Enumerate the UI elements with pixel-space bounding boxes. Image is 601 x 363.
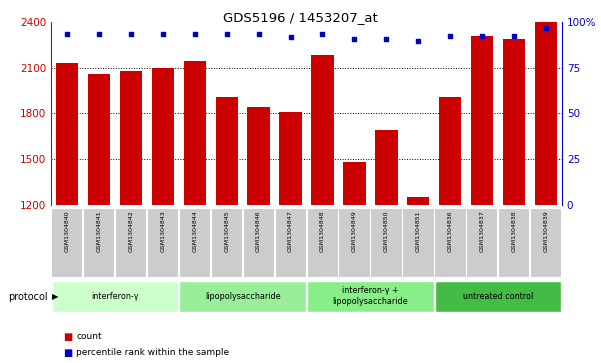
Point: [318, 31, 328, 37]
Text: ▶: ▶: [52, 292, 59, 301]
Point: [94, 31, 104, 37]
Text: ■: ■: [63, 348, 72, 358]
Bar: [151, 68, 174, 205]
Point: [445, 33, 455, 39]
Point: [126, 31, 136, 37]
Bar: [279, 112, 302, 205]
Bar: [338, 208, 370, 277]
Bar: [503, 38, 525, 205]
Bar: [402, 208, 433, 277]
Bar: [535, 22, 557, 205]
Text: GSM1304840: GSM1304840: [64, 211, 70, 252]
Point: [158, 31, 168, 37]
Bar: [183, 61, 206, 205]
Text: percentile rank within the sample: percentile rank within the sample: [76, 348, 230, 357]
Text: GSM1304836: GSM1304836: [448, 211, 453, 252]
Bar: [56, 63, 78, 205]
Point: [509, 33, 519, 39]
Text: GSM1304850: GSM1304850: [384, 211, 389, 252]
Bar: [120, 72, 142, 205]
Bar: [435, 281, 561, 312]
Bar: [243, 208, 274, 277]
Bar: [147, 208, 178, 277]
Text: GSM1304837: GSM1304837: [480, 211, 484, 252]
Bar: [275, 208, 306, 277]
Text: GSM1304839: GSM1304839: [543, 211, 549, 252]
Bar: [370, 208, 401, 277]
Point: [350, 36, 359, 42]
Point: [254, 31, 263, 37]
Text: lipopolysaccharide: lipopolysaccharide: [205, 291, 281, 301]
Bar: [375, 130, 397, 205]
Text: GSM1304849: GSM1304849: [352, 211, 357, 252]
Text: ■: ■: [63, 331, 72, 342]
Bar: [498, 208, 529, 277]
Bar: [471, 36, 493, 205]
Point: [382, 36, 391, 42]
Text: GSM1304846: GSM1304846: [256, 211, 261, 252]
Point: [477, 33, 487, 39]
Text: GSM1304845: GSM1304845: [224, 211, 229, 252]
Text: GSM1304842: GSM1304842: [129, 211, 133, 252]
Text: GSM1304844: GSM1304844: [192, 211, 197, 252]
Bar: [439, 97, 462, 205]
Text: GSM1304848: GSM1304848: [320, 211, 325, 252]
Text: interferon-γ +
lipopolysaccharide: interferon-γ + lipopolysaccharide: [332, 286, 408, 306]
Bar: [211, 208, 242, 277]
Bar: [307, 208, 338, 277]
Point: [190, 31, 200, 37]
Bar: [52, 281, 178, 312]
Bar: [51, 208, 82, 277]
Bar: [466, 208, 498, 277]
Bar: [248, 107, 270, 205]
Text: GSM1304843: GSM1304843: [160, 211, 165, 252]
Bar: [83, 208, 114, 277]
Bar: [115, 208, 146, 277]
Text: untreated control: untreated control: [463, 291, 533, 301]
Text: protocol: protocol: [8, 292, 48, 302]
Point: [285, 34, 295, 40]
Bar: [530, 208, 561, 277]
Bar: [180, 281, 306, 312]
Bar: [179, 208, 210, 277]
Bar: [407, 197, 430, 205]
Point: [63, 31, 72, 37]
Point: [413, 38, 423, 44]
Point: [222, 31, 231, 37]
Bar: [311, 54, 334, 205]
Bar: [216, 97, 238, 205]
Bar: [88, 74, 110, 205]
Text: GSM1304841: GSM1304841: [97, 211, 102, 252]
Bar: [343, 162, 365, 205]
Point: [541, 25, 551, 31]
Bar: [434, 208, 466, 277]
Text: GSM1304851: GSM1304851: [416, 211, 421, 252]
Text: GSM1304838: GSM1304838: [511, 211, 516, 252]
Text: GSM1304847: GSM1304847: [288, 211, 293, 252]
Text: interferon-γ: interferon-γ: [91, 291, 139, 301]
Bar: [307, 281, 433, 312]
Text: count: count: [76, 332, 102, 341]
Text: GDS5196 / 1453207_at: GDS5196 / 1453207_at: [223, 11, 378, 24]
